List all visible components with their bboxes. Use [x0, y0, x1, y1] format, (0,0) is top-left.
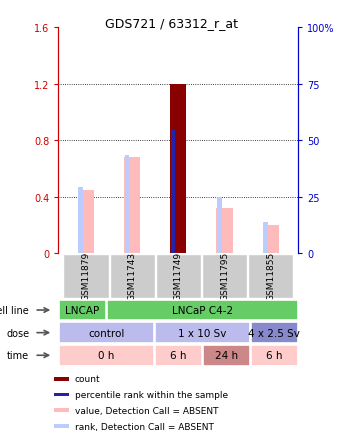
Bar [109, 255, 155, 298]
Bar [59, 322, 154, 343]
Text: 6 h: 6 h [170, 351, 187, 360]
Bar [248, 255, 293, 298]
Bar [155, 345, 202, 366]
Text: GSM11743: GSM11743 [128, 251, 137, 300]
Bar [251, 345, 298, 366]
Text: 24 h: 24 h [215, 351, 238, 360]
Text: time: time [7, 351, 29, 360]
Bar [63, 255, 109, 298]
Bar [251, 322, 298, 343]
Text: cell line: cell line [0, 306, 29, 315]
Bar [55, 408, 69, 412]
Bar [59, 345, 154, 366]
Text: percentile rank within the sample: percentile rank within the sample [75, 390, 228, 399]
Bar [203, 345, 250, 366]
Bar [170, 85, 187, 254]
Bar [202, 255, 247, 298]
Text: LNCAP: LNCAP [65, 306, 99, 315]
Bar [55, 377, 69, 381]
Text: rank, Detection Call = ABSENT: rank, Detection Call = ABSENT [75, 422, 214, 431]
Bar [107, 300, 298, 321]
Bar [217, 197, 222, 254]
Bar [263, 223, 268, 254]
Text: LNCaP C4-2: LNCaP C4-2 [172, 306, 233, 315]
Bar [79, 187, 83, 254]
Text: 4 x 2.5 Sv: 4 x 2.5 Sv [248, 328, 300, 338]
Text: dose: dose [6, 328, 29, 338]
Text: value, Detection Call = ABSENT: value, Detection Call = ABSENT [75, 406, 218, 415]
Text: 6 h: 6 h [266, 351, 283, 360]
Bar [171, 131, 175, 254]
Bar [155, 322, 250, 343]
Bar [124, 158, 140, 254]
Text: count: count [75, 375, 100, 383]
Bar [156, 255, 201, 298]
Text: GDS721 / 63312_r_at: GDS721 / 63312_r_at [105, 17, 238, 30]
Bar [78, 191, 94, 254]
Text: GSM11855: GSM11855 [266, 251, 275, 300]
Text: control: control [88, 328, 125, 338]
Bar [55, 393, 69, 397]
Bar [216, 209, 233, 254]
Bar [59, 300, 106, 321]
Text: GSM11795: GSM11795 [220, 251, 229, 300]
Bar [55, 424, 69, 428]
Text: 0 h: 0 h [98, 351, 115, 360]
Bar [125, 155, 129, 254]
Text: 1 x 10 Sv: 1 x 10 Sv [178, 328, 227, 338]
Text: GSM11749: GSM11749 [174, 251, 183, 300]
Text: GSM11879: GSM11879 [82, 251, 91, 300]
Bar [263, 226, 279, 254]
